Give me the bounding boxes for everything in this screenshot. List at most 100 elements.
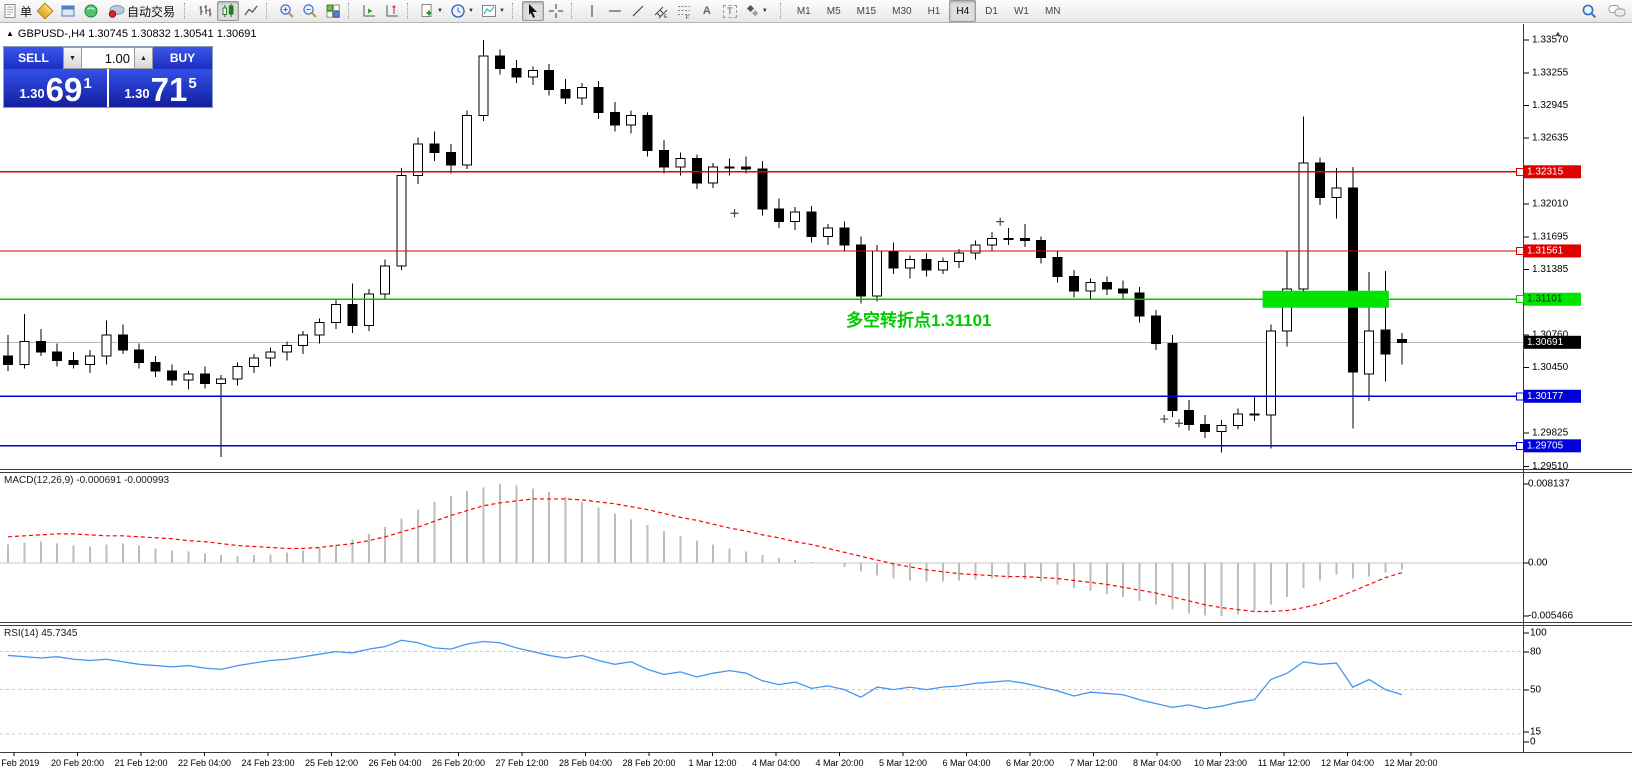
macd-histogram (7, 484, 1403, 617)
arrows-tool-button[interactable]: ▼ (742, 1, 771, 21)
rsi-indicator-label: RSI(14) 45.7345 (4, 628, 78, 639)
time-axis-label: 1 Mar 12:00 (688, 758, 736, 768)
fibonacci-tool-button[interactable]: F (673, 1, 695, 21)
zone-rectangle[interactable] (1262, 290, 1389, 308)
axis-price-box (1524, 244, 1581, 258)
time-axis-label: 28 Feb 04:00 (559, 758, 612, 768)
candle (724, 166, 735, 169)
trade-panel-header: SELL ▼ ▲ BUY (4, 47, 212, 69)
candle (626, 115, 637, 126)
auto-scroll-button[interactable] (358, 1, 380, 21)
auto-scroll-icon (363, 5, 376, 17)
line-anchor-square[interactable] (1516, 441, 1524, 450)
trendline-tool-button[interactable] (627, 1, 649, 21)
horizontal-line-tool-button[interactable] (604, 1, 626, 21)
autotrading-button[interactable]: 自动交易 (103, 1, 180, 21)
chart-shift-icon (386, 5, 399, 17)
candle (1183, 410, 1194, 425)
zoom-in-button[interactable] (276, 1, 298, 21)
buy-price-button[interactable]: 1.30 71 5 (109, 69, 212, 107)
candle (183, 373, 194, 381)
candle (1052, 256, 1063, 277)
time-axis-label: 21 Feb 12:00 (114, 758, 167, 768)
zoom-in-icon (279, 4, 294, 18)
zoom-out-button[interactable] (299, 1, 321, 21)
time-axis-label: 12 Mar 04:00 (1321, 758, 1374, 768)
timeframe-H4[interactable]: H4 (949, 0, 977, 22)
timeframe-D1[interactable]: D1 (985, 5, 998, 17)
vertical-line-tool-button[interactable] (581, 1, 603, 21)
candle (560, 88, 571, 99)
sell-button[interactable]: SELL (4, 47, 63, 69)
volume-input[interactable] (82, 47, 134, 69)
toolbar-separator (184, 3, 189, 19)
timeframe-M15[interactable]: M15 (856, 5, 877, 17)
candle (905, 258, 915, 269)
horizontal-line-icon (608, 10, 621, 12)
timeframe-M1[interactable]: M1 (796, 5, 811, 17)
line-anchor-square[interactable] (1516, 392, 1524, 401)
rsi-axis-label: 15 (1530, 727, 1542, 738)
rsi-axis-label: 0 (1530, 737, 1536, 748)
text-label-tool-button[interactable]: T (719, 1, 741, 21)
candle (1085, 282, 1096, 292)
chart-header: ▲ GBPUSD-,H4 1.30745 1.30832 1.30541 1.30… (6, 28, 256, 40)
tile-windows-button[interactable] (322, 1, 344, 21)
candle (659, 149, 669, 168)
timeframe-H1[interactable]: H1 (927, 5, 941, 17)
volume-decrease-button[interactable]: ▼ (63, 47, 82, 69)
time-axis-label: 26 Feb 04:00 (368, 758, 421, 768)
volume-increase-button[interactable]: ▲ (134, 47, 153, 69)
candle (232, 366, 243, 380)
text-label-icon: T (723, 4, 737, 18)
text-tool-button[interactable]: A (696, 1, 718, 21)
timeframe-MN[interactable]: MN (1044, 5, 1061, 17)
chart-shift-button[interactable] (381, 1, 403, 21)
line-anchor-square[interactable] (1516, 295, 1524, 304)
candle (1380, 329, 1391, 355)
candle (380, 265, 391, 295)
tile-windows-icon (326, 4, 340, 18)
cross-marker (1174, 419, 1183, 428)
timeframe-M5[interactable]: M5 (826, 5, 841, 17)
axis-price-box-label: 1.31101 (1527, 294, 1563, 305)
periods-button[interactable]: ▼ (447, 1, 477, 21)
bar-chart-button[interactable] (194, 1, 216, 21)
line-chart-icon (244, 5, 258, 16)
hline-axis-box: 1.29705 (1516, 439, 1581, 453)
macd-indicator-label: MACD(12,26,9) -0.000691 -0.000993 (4, 475, 170, 486)
hline-axis-box: 1.31561 (1516, 244, 1581, 258)
price-axis-label: 1.29825 (1532, 428, 1569, 439)
bar-chart-icon (199, 5, 212, 17)
channel-tool-button[interactable]: E (650, 1, 672, 21)
line-anchor-square[interactable] (1516, 167, 1524, 176)
candle (741, 166, 751, 170)
add-indicator-button[interactable]: ▼ (417, 1, 446, 21)
candle (1397, 338, 1407, 343)
time-axis-label: 22 Feb 04:00 (178, 758, 231, 768)
templates-button[interactable]: ▼ (478, 1, 508, 21)
line-anchor-square[interactable] (1516, 246, 1524, 255)
data-window-button[interactable] (57, 1, 79, 21)
chat-button[interactable] (1606, 1, 1628, 21)
trade-panel-prices: 1.30 69 1 1.30 71 5 (4, 69, 212, 107)
candle (19, 340, 30, 365)
new-order-button[interactable]: 单 (2, 1, 33, 21)
timeframe-M30[interactable]: M30 (892, 5, 912, 17)
cursor-tool-button[interactable] (521, 1, 544, 21)
time-axis-label: 26 Feb 20:00 (432, 758, 485, 768)
candle (691, 158, 702, 184)
search-button[interactable] (1578, 1, 1600, 21)
buy-button[interactable]: BUY (153, 47, 212, 69)
symbol-marker-icon: ▲ (6, 29, 14, 38)
time-axis: 20 Feb 2019 20 Feb 20:00 21 Feb 12:00 22 Fe… (0, 752, 1438, 768)
chart-annotation-text[interactable]: 多空转折点1.31101 (846, 311, 992, 330)
timeframe-W1[interactable]: W1 (1013, 5, 1029, 17)
line-chart-button[interactable] (240, 1, 262, 21)
sell-price-prefix: 1.30 (19, 86, 45, 101)
candle (1216, 424, 1227, 433)
candlestick-chart-button[interactable] (217, 1, 240, 21)
navigator-button[interactable] (80, 1, 102, 21)
sell-price-button[interactable]: 1.30 69 1 (4, 69, 107, 107)
crosshair-tool-button[interactable] (545, 1, 567, 21)
